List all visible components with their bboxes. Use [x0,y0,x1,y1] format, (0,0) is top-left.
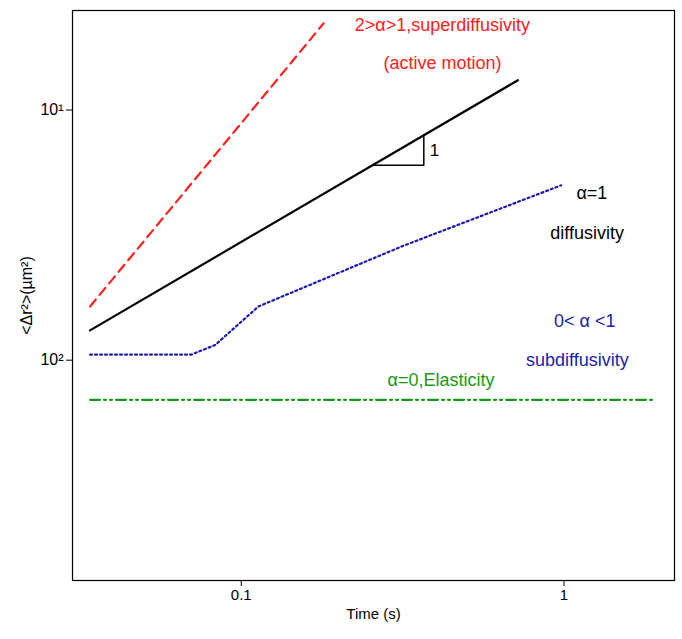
svg-text:subdiffusivity: subdiffusivity [526,350,629,370]
svg-text:(active motion): (active motion) [383,53,501,73]
svg-text:2>α>1,superdiffusivity: 2>α>1,superdiffusivity [355,15,530,35]
svg-text:diffusivity: diffusivity [550,223,624,243]
svg-text:0< α <1: 0< α <1 [554,311,615,331]
svg-text:α=1: α=1 [576,183,607,203]
svg-text:10²: 10² [40,351,64,368]
svg-text:0.1: 0.1 [231,586,252,603]
svg-text:1: 1 [560,586,568,603]
svg-text:10¹: 10¹ [40,101,63,118]
svg-text:<Δr²>(µm²): <Δr²>(µm²) [18,256,35,335]
svg-text:α=0,Elasticity: α=0,Elasticity [388,370,495,390]
svg-text:Time (s): Time (s) [346,605,400,622]
svg-text:1: 1 [430,141,439,160]
